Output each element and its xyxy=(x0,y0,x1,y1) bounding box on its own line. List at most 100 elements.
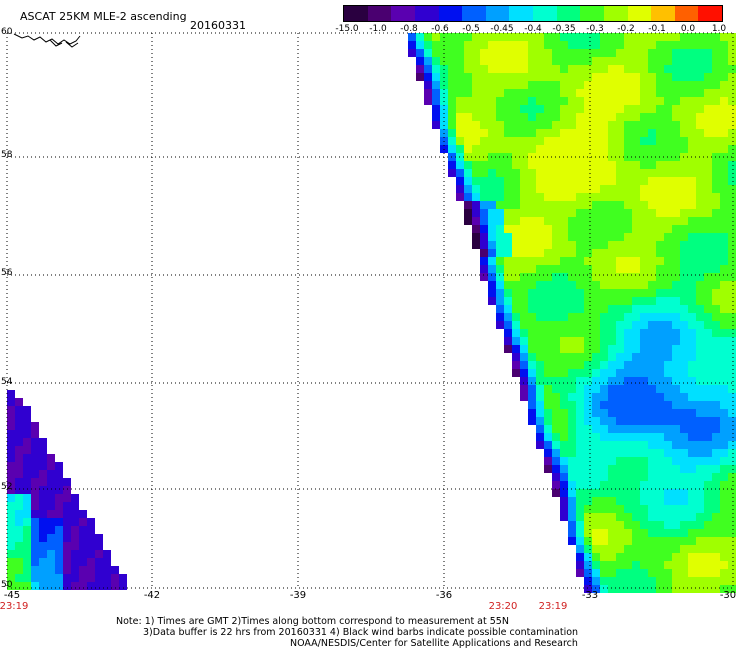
swath-cell xyxy=(448,105,456,113)
swath-cell xyxy=(728,209,736,217)
swath-cell xyxy=(47,566,55,574)
swath-cell xyxy=(616,321,624,329)
swath-cell xyxy=(496,137,504,145)
swath-cell xyxy=(544,265,552,273)
swath-cell xyxy=(15,430,23,438)
swath-cell xyxy=(664,113,672,121)
swath-cell xyxy=(504,89,512,97)
swath-cell xyxy=(680,209,688,217)
swath-cell xyxy=(480,129,488,137)
swath-cell xyxy=(528,337,536,345)
swath-cell xyxy=(584,489,592,497)
swath-cell xyxy=(648,409,656,417)
swath-cell xyxy=(504,313,512,321)
swath-cell xyxy=(688,529,696,537)
swath-cell xyxy=(7,566,15,574)
swath-cell xyxy=(608,65,616,73)
swath-cell xyxy=(640,529,648,537)
swath-cell xyxy=(672,289,680,297)
swath-cell xyxy=(616,401,624,409)
swath-cell xyxy=(31,430,39,438)
swath-cell xyxy=(552,401,560,409)
swath-cell xyxy=(712,41,720,49)
swath-cell xyxy=(568,345,576,353)
swath-cell xyxy=(680,553,688,561)
swath-cell xyxy=(488,193,496,201)
swath-cell xyxy=(616,457,624,465)
swath-cell xyxy=(608,481,616,489)
swath-cell xyxy=(712,569,720,577)
swath-cell xyxy=(600,417,608,425)
swath-cell xyxy=(640,57,648,65)
swath-cell xyxy=(504,321,512,329)
swath-cell xyxy=(608,257,616,265)
swath-cell xyxy=(39,502,47,510)
swath-cell xyxy=(55,470,63,478)
swath-cell xyxy=(480,89,488,97)
swath-cell xyxy=(616,553,624,561)
swath-cell xyxy=(648,73,656,81)
swath-cell xyxy=(536,265,544,273)
swath-cell xyxy=(648,49,656,57)
swath-cell xyxy=(7,398,15,406)
swath-cell xyxy=(592,425,600,433)
swath-cell xyxy=(568,185,576,193)
swath-cell xyxy=(632,425,640,433)
swath-cell xyxy=(656,481,664,489)
swath-cell xyxy=(624,273,632,281)
swath-cell xyxy=(71,574,79,582)
swath-cell xyxy=(560,465,568,473)
swath-cell xyxy=(552,81,560,89)
swath-cell xyxy=(672,273,680,281)
swath-cell xyxy=(696,377,704,385)
swath-cell xyxy=(424,49,432,57)
swath-cell xyxy=(600,305,608,313)
swath-cell xyxy=(592,577,600,585)
swath-cell xyxy=(552,257,560,265)
swath-cell xyxy=(616,193,624,201)
swath-cell xyxy=(600,177,608,185)
swath-cell xyxy=(584,529,592,537)
swath-cell xyxy=(7,526,15,534)
swath-cell xyxy=(456,121,464,129)
swath-cell xyxy=(712,233,720,241)
swath-cell xyxy=(504,273,512,281)
swath-cell xyxy=(640,281,648,289)
swath-cell xyxy=(480,73,488,81)
swath-cell xyxy=(720,169,728,177)
swath-cell xyxy=(656,185,664,193)
swath-cell xyxy=(704,89,712,97)
swath-cell xyxy=(656,401,664,409)
swath-cell xyxy=(648,321,656,329)
swath-cell xyxy=(560,457,568,465)
swath-cell xyxy=(688,281,696,289)
swath-cell xyxy=(632,369,640,377)
swath-cell xyxy=(592,41,600,49)
swath-cell xyxy=(672,233,680,241)
swath-cell xyxy=(448,169,456,177)
swath-cell xyxy=(640,73,648,81)
swath-cell xyxy=(600,337,608,345)
swath-cell xyxy=(720,49,728,57)
swath-cell xyxy=(560,33,568,41)
swath-cell xyxy=(672,145,680,153)
swath-cell xyxy=(664,521,672,529)
swath-cell xyxy=(456,145,464,153)
swath-cell xyxy=(544,177,552,185)
swath-cell xyxy=(39,566,47,574)
swath-cell xyxy=(672,537,680,545)
swath-cell xyxy=(552,337,560,345)
swath-cell xyxy=(7,438,15,446)
swath-cell xyxy=(640,417,648,425)
swath-cell xyxy=(704,465,712,473)
swath-cell xyxy=(616,337,624,345)
swath-cell xyxy=(704,457,712,465)
swath-cell xyxy=(688,433,696,441)
swath-cell xyxy=(560,513,568,521)
swath-cell xyxy=(656,161,664,169)
swath-cell xyxy=(560,257,568,265)
swath-cell xyxy=(656,345,664,353)
swath-cell xyxy=(552,297,560,305)
swath-cell xyxy=(688,113,696,121)
swath-cell xyxy=(680,577,688,585)
